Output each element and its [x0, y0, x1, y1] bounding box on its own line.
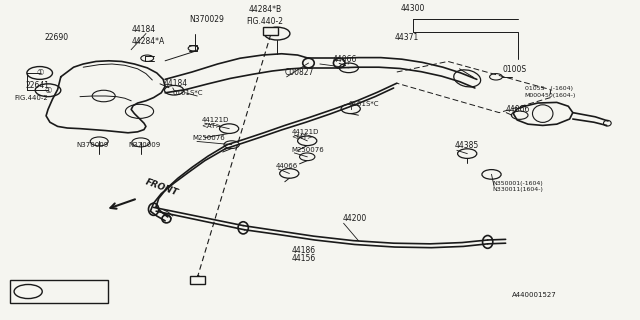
- Text: 44300: 44300: [401, 4, 425, 13]
- Text: 44284*A: 44284*A: [131, 37, 164, 46]
- Text: 22690: 22690: [45, 33, 69, 42]
- Text: 44184: 44184: [131, 25, 156, 34]
- Text: A: A: [268, 27, 274, 36]
- Text: N330011(1604-): N330011(1604-): [493, 187, 543, 192]
- Text: 44121D: 44121D: [202, 117, 229, 123]
- Text: N350001(-1604): N350001(-1604): [493, 181, 543, 186]
- Text: 44066: 44066: [506, 105, 530, 114]
- Text: M000450(1604-): M000450(1604-): [525, 92, 576, 98]
- Text: 22641: 22641: [26, 81, 50, 90]
- Text: FIG.440-2: FIG.440-2: [246, 17, 284, 26]
- Text: 24226: 24226: [54, 286, 87, 297]
- FancyBboxPatch shape: [263, 27, 278, 35]
- Text: 44156: 44156: [291, 254, 316, 263]
- Text: M250076: M250076: [192, 135, 225, 141]
- Text: 44371: 44371: [394, 33, 419, 42]
- Text: 44066: 44066: [275, 163, 298, 169]
- Text: <AT>: <AT>: [202, 123, 222, 129]
- Text: 44385: 44385: [454, 141, 479, 150]
- Text: 0101S*C: 0101S*C: [173, 90, 204, 96]
- Text: N370029: N370029: [189, 15, 223, 24]
- Text: 0100S: 0100S: [502, 65, 527, 74]
- Text: 1: 1: [25, 286, 31, 297]
- Text: A440001527: A440001527: [512, 292, 557, 298]
- Text: ①: ①: [44, 86, 52, 95]
- Text: N370009: N370009: [128, 142, 160, 148]
- Text: 44066: 44066: [333, 55, 357, 64]
- Text: 44121D: 44121D: [291, 129, 319, 135]
- FancyBboxPatch shape: [190, 276, 205, 284]
- FancyBboxPatch shape: [10, 280, 108, 303]
- Text: C00827: C00827: [285, 68, 314, 77]
- Text: N370009: N370009: [77, 142, 109, 148]
- Text: 44200: 44200: [342, 214, 367, 223]
- Text: 44284*B: 44284*B: [249, 5, 282, 14]
- Text: ①: ①: [36, 68, 44, 77]
- Text: 44184: 44184: [163, 79, 188, 88]
- Text: FIG.440-2: FIG.440-2: [14, 95, 48, 101]
- Text: FRONT: FRONT: [144, 177, 179, 197]
- Text: 44186: 44186: [291, 246, 316, 255]
- Text: M250076: M250076: [291, 147, 324, 153]
- Text: 0105S   (-1604): 0105S (-1604): [525, 86, 573, 91]
- Text: A: A: [195, 275, 201, 284]
- Text: 0101S*C: 0101S*C: [349, 101, 380, 107]
- Text: <MT>: <MT>: [291, 134, 313, 140]
